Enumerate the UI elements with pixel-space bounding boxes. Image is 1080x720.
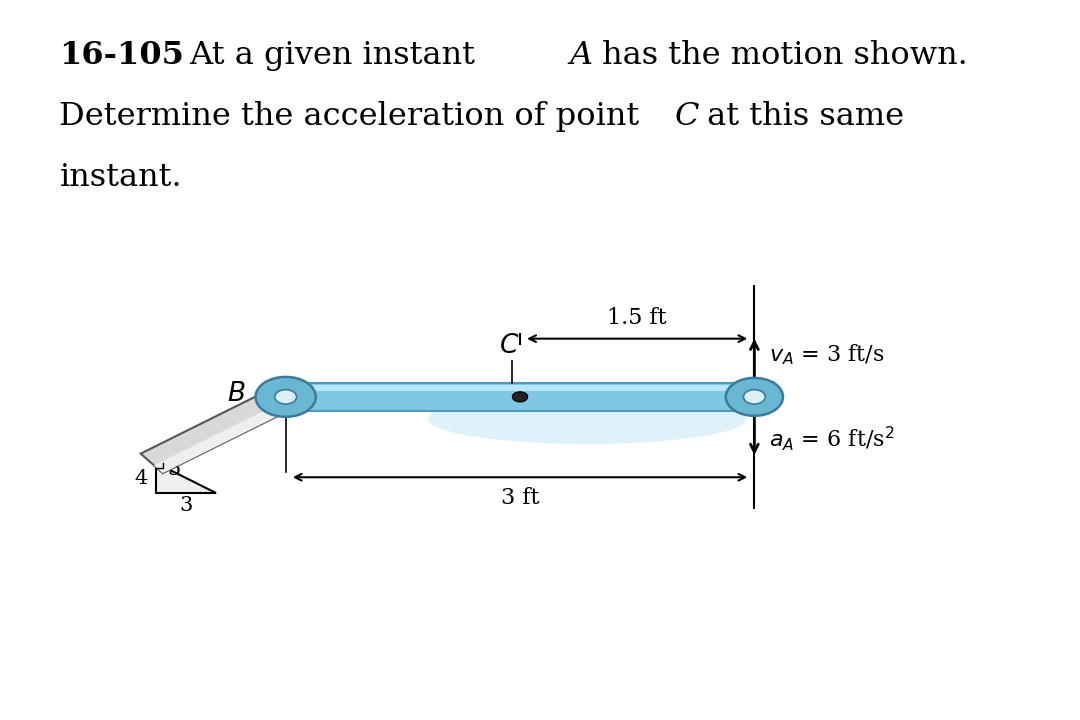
Text: has the motion shown.: has the motion shown. xyxy=(592,40,968,71)
Polygon shape xyxy=(140,387,297,473)
Polygon shape xyxy=(156,464,216,493)
Text: $v_A$ = 3 ft/s: $v_A$ = 3 ft/s xyxy=(769,343,885,367)
Text: instant.: instant. xyxy=(59,162,183,193)
Text: Determine the acceleration of point: Determine the acceleration of point xyxy=(59,101,650,132)
Text: 4: 4 xyxy=(134,469,148,488)
Text: 1.5 ft: 1.5 ft xyxy=(607,307,667,328)
Ellipse shape xyxy=(428,394,746,444)
Text: $C$: $C$ xyxy=(499,333,519,359)
Text: 16-105: 16-105 xyxy=(59,40,185,71)
Text: At a given instant: At a given instant xyxy=(189,40,485,71)
Text: A: A xyxy=(569,40,592,71)
Circle shape xyxy=(256,377,315,417)
Text: C: C xyxy=(675,101,700,132)
Circle shape xyxy=(513,392,527,402)
Text: 3: 3 xyxy=(179,496,192,515)
Circle shape xyxy=(743,390,766,404)
Circle shape xyxy=(274,390,297,404)
Text: 5: 5 xyxy=(167,460,180,479)
Text: $A$: $A$ xyxy=(758,381,779,407)
Polygon shape xyxy=(154,399,297,473)
Text: at this same: at this same xyxy=(697,101,904,132)
Text: 3 ft: 3 ft xyxy=(501,487,539,509)
FancyBboxPatch shape xyxy=(294,385,746,391)
Text: $B$: $B$ xyxy=(227,381,245,407)
Text: $a_A$ = 6 ft/s$^2$: $a_A$ = 6 ft/s$^2$ xyxy=(769,424,895,453)
Circle shape xyxy=(726,378,783,416)
FancyBboxPatch shape xyxy=(285,383,754,410)
